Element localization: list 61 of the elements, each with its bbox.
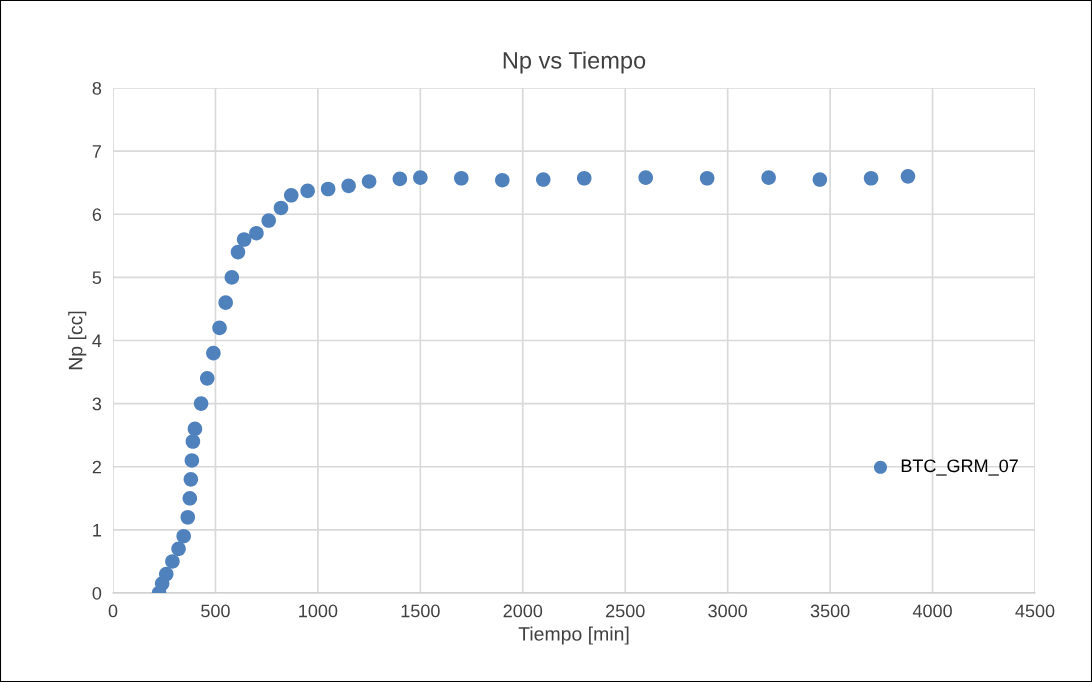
- point: [183, 472, 199, 487]
- point: [184, 453, 200, 468]
- point: [218, 295, 233, 310]
- y-tick-label: 7: [92, 145, 101, 158]
- x-tick-label: 1000: [299, 604, 338, 618]
- y-tick-label: 3: [92, 397, 102, 411]
- point: [392, 171, 408, 187]
- point: [273, 200, 289, 216]
- x-axis-title: Tiempo [min]: [518, 626, 629, 645]
- point: [165, 554, 180, 569]
- x-tick-label: 0: [108, 604, 118, 618]
- legend-label: BTC_GRM_07: [901, 459, 1018, 476]
- point: [185, 434, 201, 449]
- point: [230, 244, 246, 260]
- point: [176, 528, 191, 544]
- point: [212, 320, 227, 336]
- y-tick-label: 1: [93, 524, 102, 537]
- point: [249, 225, 264, 241]
- point: [454, 170, 469, 186]
- point: [361, 174, 377, 189]
- point: [300, 183, 315, 199]
- point: [236, 232, 252, 247]
- point: [863, 170, 879, 186]
- point: [193, 396, 209, 411]
- point: [180, 509, 196, 525]
- x-tick-label: 1500: [401, 604, 440, 618]
- y-tick-label: 0: [92, 586, 102, 600]
- x-tick-label: 3000: [708, 604, 748, 618]
- point: [283, 188, 299, 203]
- point: [761, 170, 776, 185]
- point: [638, 170, 653, 185]
- point: [900, 169, 916, 184]
- point: [495, 172, 510, 188]
- point: [206, 345, 221, 361]
- y-tick-label: 8: [92, 81, 102, 95]
- point: [341, 178, 356, 194]
- point: [320, 181, 336, 197]
- point: [158, 566, 174, 582]
- x-tick-label: 2000: [503, 604, 543, 618]
- x-tick-label: 2500: [606, 604, 645, 618]
- x-tick-label: 4000: [912, 604, 952, 618]
- point: [261, 213, 276, 228]
- point: [187, 421, 203, 437]
- point: [576, 170, 592, 186]
- y-tick-label: 2: [92, 460, 101, 474]
- point: [535, 172, 551, 187]
- point: [182, 491, 198, 506]
- point: [171, 541, 186, 557]
- y-tick-label: 6: [92, 208, 102, 221]
- chart-title: Np vs Tiempo: [503, 51, 646, 74]
- point: [413, 170, 428, 185]
- y-tick-label: 5: [92, 271, 102, 285]
- point: [199, 371, 215, 386]
- point: [224, 270, 240, 285]
- point: [699, 170, 715, 186]
- x-tick-label: 4500: [1015, 604, 1055, 618]
- y-tick-label: 4: [92, 334, 102, 348]
- x-tick-label: 500: [201, 604, 230, 618]
- x-tick-label: 3500: [810, 604, 850, 618]
- point: [812, 172, 828, 187]
- y-axis-title: Np [cc]: [68, 311, 87, 370]
